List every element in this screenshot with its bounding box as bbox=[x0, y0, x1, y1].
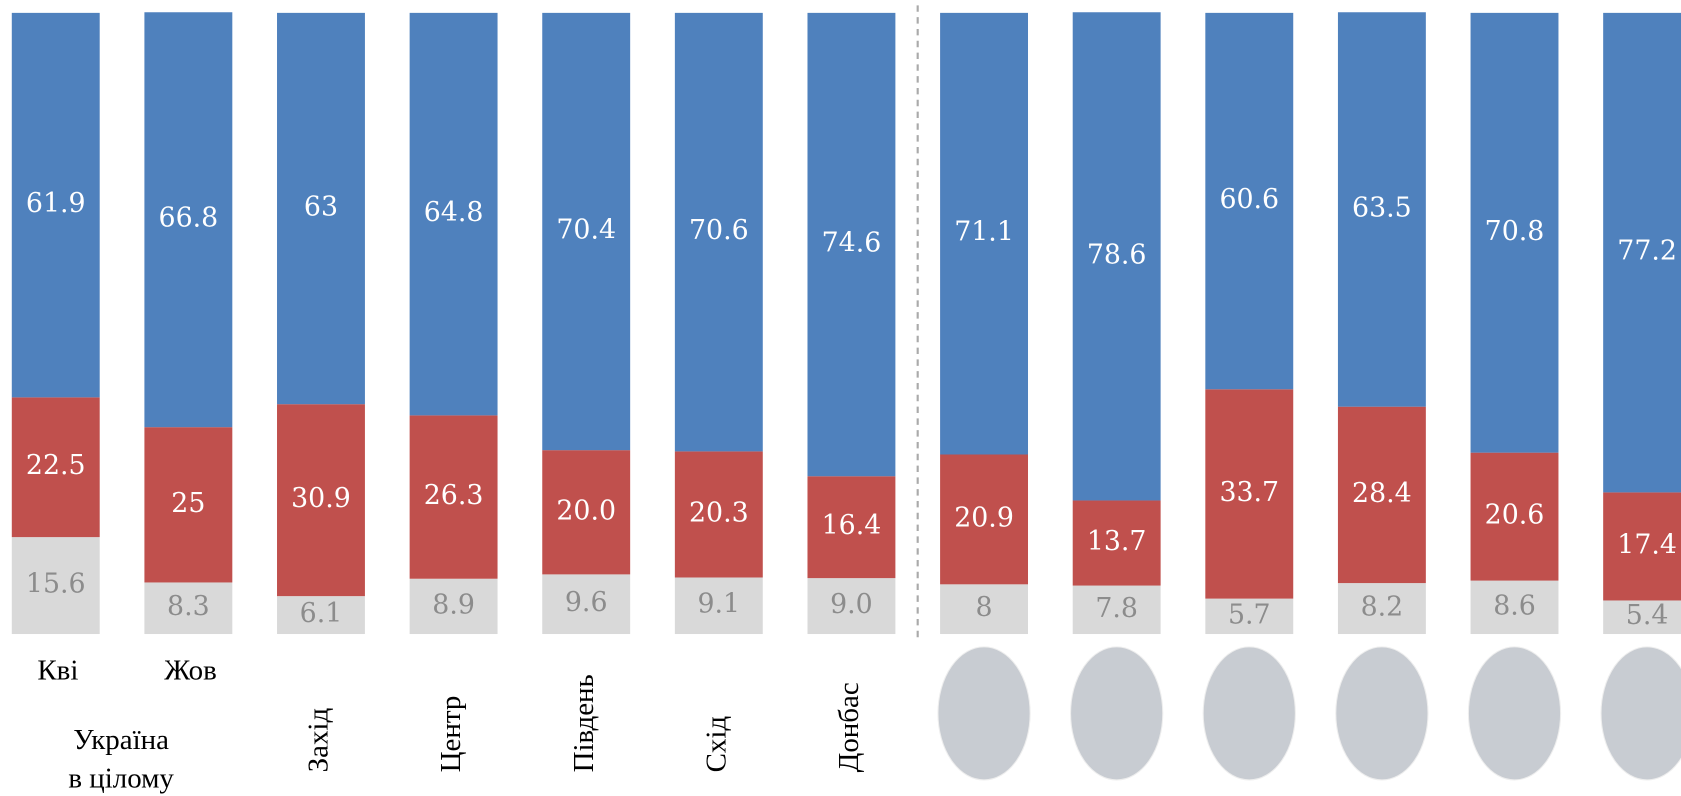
value-label: 8.9 bbox=[432, 589, 475, 620]
value-label: 74.6 bbox=[822, 228, 882, 259]
bar-segment bbox=[1072, 12, 1161, 501]
value-label: 63.5 bbox=[1352, 192, 1412, 223]
bar-segment bbox=[144, 12, 233, 428]
category-label: Центр bbox=[435, 696, 467, 773]
value-label: 66.8 bbox=[159, 203, 219, 234]
bar-segment bbox=[542, 574, 631, 635]
bar-segment bbox=[11, 537, 100, 635]
bar-segment bbox=[1603, 492, 1681, 601]
photo bbox=[937, 646, 1031, 781]
value-label: 25 bbox=[171, 488, 205, 519]
bar-segment bbox=[940, 12, 1029, 455]
bar-segment bbox=[1205, 389, 1294, 599]
photo bbox=[1600, 646, 1681, 781]
bar-segment bbox=[674, 451, 763, 578]
bar-segment bbox=[11, 12, 100, 398]
bar-segment bbox=[11, 397, 100, 538]
bar-segment bbox=[1470, 12, 1559, 453]
bar-segment bbox=[1072, 585, 1161, 635]
bar-segment bbox=[1470, 452, 1559, 581]
bar-segment bbox=[674, 577, 763, 635]
bar-segment bbox=[409, 578, 498, 635]
value-label: 16.4 bbox=[822, 510, 882, 541]
bar-segment bbox=[1337, 406, 1426, 584]
value-label: 71.1 bbox=[954, 217, 1014, 248]
category-label: Жов bbox=[164, 654, 217, 686]
value-label: 63 bbox=[304, 192, 338, 223]
value-label: 70.6 bbox=[689, 215, 749, 246]
value-label: 17.4 bbox=[1617, 529, 1677, 560]
category-label: Захід bbox=[303, 708, 335, 773]
value-label: 8.6 bbox=[1493, 590, 1536, 621]
value-label: 9.0 bbox=[830, 589, 873, 620]
value-label: 22.5 bbox=[26, 450, 86, 481]
value-label: 70.4 bbox=[556, 215, 616, 246]
category-label: Південь bbox=[568, 674, 600, 772]
value-label: 8 bbox=[976, 592, 993, 623]
value-label: 6.1 bbox=[300, 598, 343, 629]
bar-segment bbox=[807, 12, 896, 477]
bar-segment bbox=[277, 596, 365, 635]
category-label: Кві bbox=[37, 654, 78, 686]
value-label: 77.2 bbox=[1617, 236, 1677, 267]
value-label: 64.8 bbox=[424, 197, 484, 228]
value-label: 8.2 bbox=[1361, 592, 1404, 623]
bar-segment bbox=[542, 12, 631, 451]
value-label: 78.6 bbox=[1087, 239, 1147, 270]
value-label: 9.1 bbox=[698, 589, 741, 620]
value-label: 5.7 bbox=[1228, 599, 1271, 630]
value-label: 26.3 bbox=[424, 480, 484, 511]
value-label: 8.3 bbox=[167, 591, 210, 622]
bar-segment bbox=[674, 12, 763, 452]
value-label: 70.8 bbox=[1485, 216, 1545, 247]
bar-segment bbox=[940, 584, 1029, 635]
value-label: 60.6 bbox=[1219, 184, 1279, 215]
bar-segment bbox=[542, 450, 631, 575]
photo bbox=[1070, 646, 1164, 781]
value-label: 20.0 bbox=[556, 495, 616, 526]
bar-segment bbox=[1205, 12, 1294, 390]
category-label: Схід bbox=[700, 716, 732, 773]
bar-segment bbox=[940, 454, 1029, 585]
value-label: 20.6 bbox=[1485, 500, 1545, 531]
bar-segment bbox=[1470, 580, 1559, 635]
value-label: 20.3 bbox=[689, 497, 749, 528]
value-label: 15.6 bbox=[26, 569, 86, 600]
value-label: 30.9 bbox=[291, 483, 351, 514]
value-label: 33.7 bbox=[1219, 477, 1279, 508]
value-label: 5.4 bbox=[1626, 600, 1669, 631]
bar-segment bbox=[807, 476, 896, 579]
photo bbox=[1467, 646, 1562, 781]
bar-segment bbox=[1205, 598, 1294, 635]
bar-segment bbox=[277, 12, 365, 405]
photo bbox=[1202, 646, 1296, 781]
bar-segment bbox=[144, 427, 233, 583]
bar-segment bbox=[1337, 12, 1426, 407]
value-label: 13.7 bbox=[1087, 526, 1147, 557]
bar-segment bbox=[1337, 583, 1426, 635]
bar-segment bbox=[1072, 500, 1161, 586]
value-label: 28.4 bbox=[1352, 478, 1412, 509]
group-label: в цілому bbox=[68, 763, 174, 795]
bar-segment bbox=[409, 12, 498, 416]
category-label: Донбас bbox=[833, 682, 865, 772]
bar-segment bbox=[277, 404, 365, 597]
value-label: 20.9 bbox=[954, 502, 1014, 533]
bar-segment bbox=[1603, 600, 1681, 635]
bar-segment bbox=[409, 415, 498, 579]
value-label: 61.9 bbox=[26, 188, 86, 219]
value-label: 9.6 bbox=[565, 587, 608, 618]
bar-segment bbox=[144, 582, 233, 635]
group-label: Україна bbox=[73, 724, 169, 756]
bar-segment bbox=[807, 578, 896, 635]
value-label: 7.8 bbox=[1095, 593, 1138, 624]
bar-segment bbox=[1603, 12, 1681, 493]
photo bbox=[1335, 646, 1429, 781]
